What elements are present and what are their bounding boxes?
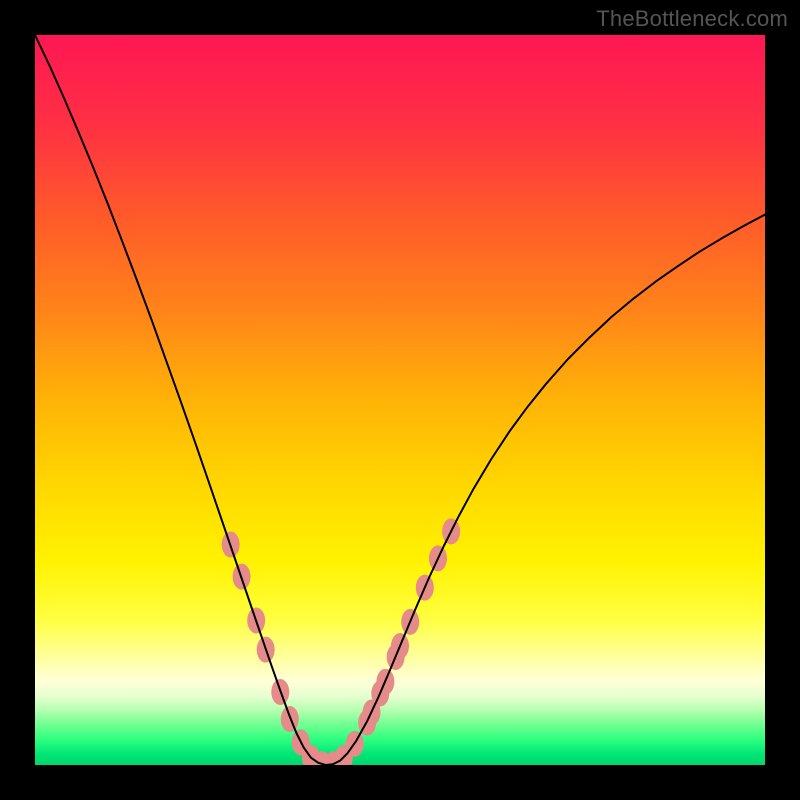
watermark-text: TheBottleneck.com bbox=[596, 6, 788, 32]
chart-plot-area bbox=[35, 35, 765, 765]
bottleneck-curve-chart bbox=[35, 35, 765, 765]
